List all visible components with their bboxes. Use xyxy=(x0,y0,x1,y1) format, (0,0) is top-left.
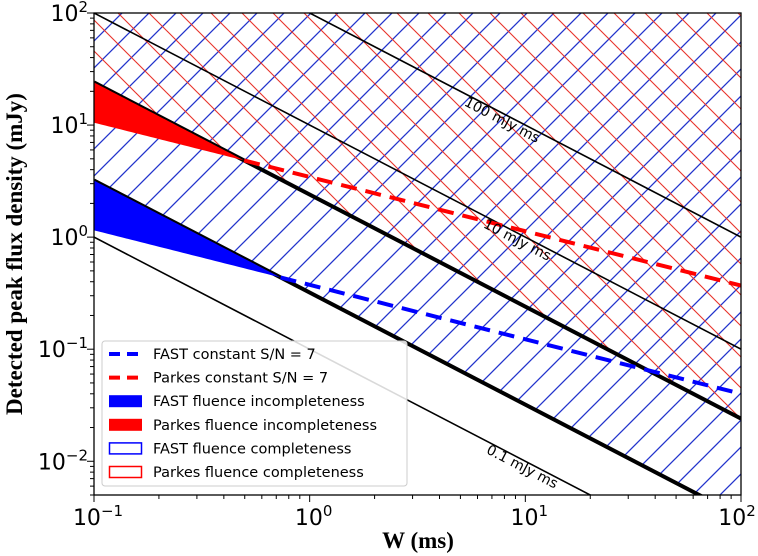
plot-area xyxy=(94,13,741,495)
fluence-line xyxy=(307,13,741,238)
fluence-line xyxy=(94,236,592,495)
y-tick-label: 100 xyxy=(50,222,88,251)
fast-incompleteness-fill xyxy=(94,180,281,278)
legend-fill-swatch xyxy=(109,395,142,408)
legend-label: FAST fluence incompleteness xyxy=(153,394,365,410)
x-tick-label: 102 xyxy=(718,502,756,531)
y-tick-labels: 10−2 10−1 100 101 102 xyxy=(38,0,88,475)
y-tick-label: 10−2 xyxy=(38,446,88,475)
legend-fill-swatch xyxy=(109,418,142,431)
y-tick-label: 101 xyxy=(50,110,88,139)
legend-label: FAST constant S/N = 7 xyxy=(153,347,316,363)
parkes-incompleteness-fill xyxy=(94,82,245,161)
ticks xyxy=(87,12,742,502)
parkes-sn7-line xyxy=(243,158,741,288)
fluence-line-label: 0.1 mJy ms xyxy=(484,442,561,492)
y-axis-label: Detected peak flux density (mJy) xyxy=(2,93,27,415)
legend-label: Parkes fluence completeness xyxy=(153,465,364,481)
y-tick-label: 10−1 xyxy=(38,334,88,363)
legend-label: Parkes fluence incompleteness xyxy=(153,418,377,434)
x-tick-label: 101 xyxy=(511,502,549,531)
fluence-line xyxy=(94,13,741,350)
legend-label: FAST fluence completeness xyxy=(153,441,351,457)
legend: FAST constant S/N = 7 Parkes constant S/N… xyxy=(101,340,408,487)
legend-hatch-swatch xyxy=(108,442,143,455)
fluence-line xyxy=(94,178,704,495)
y-tick-label: 102 xyxy=(50,0,88,27)
parkes-completeness-hatch xyxy=(94,13,741,419)
x-axis-label: W (ms) xyxy=(382,528,454,553)
fast-sn7-line xyxy=(280,275,741,396)
legend-hatch-swatch xyxy=(108,465,143,479)
x-tick-label: 10−1 xyxy=(73,502,123,531)
x-tick-label: 100 xyxy=(295,502,333,531)
legend-label: Parkes constant S/N = 7 xyxy=(153,371,328,387)
x-tick-labels: 10−1 100 101 102 xyxy=(73,502,756,531)
legend-box xyxy=(101,340,408,487)
